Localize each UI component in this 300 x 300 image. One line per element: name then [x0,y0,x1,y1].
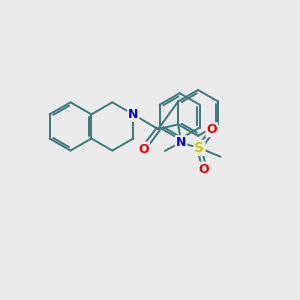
Text: N: N [176,136,186,149]
Text: O: O [206,123,217,136]
Text: O: O [138,142,149,156]
Text: O: O [198,163,209,176]
Text: N: N [128,108,138,121]
Text: S: S [194,141,204,155]
